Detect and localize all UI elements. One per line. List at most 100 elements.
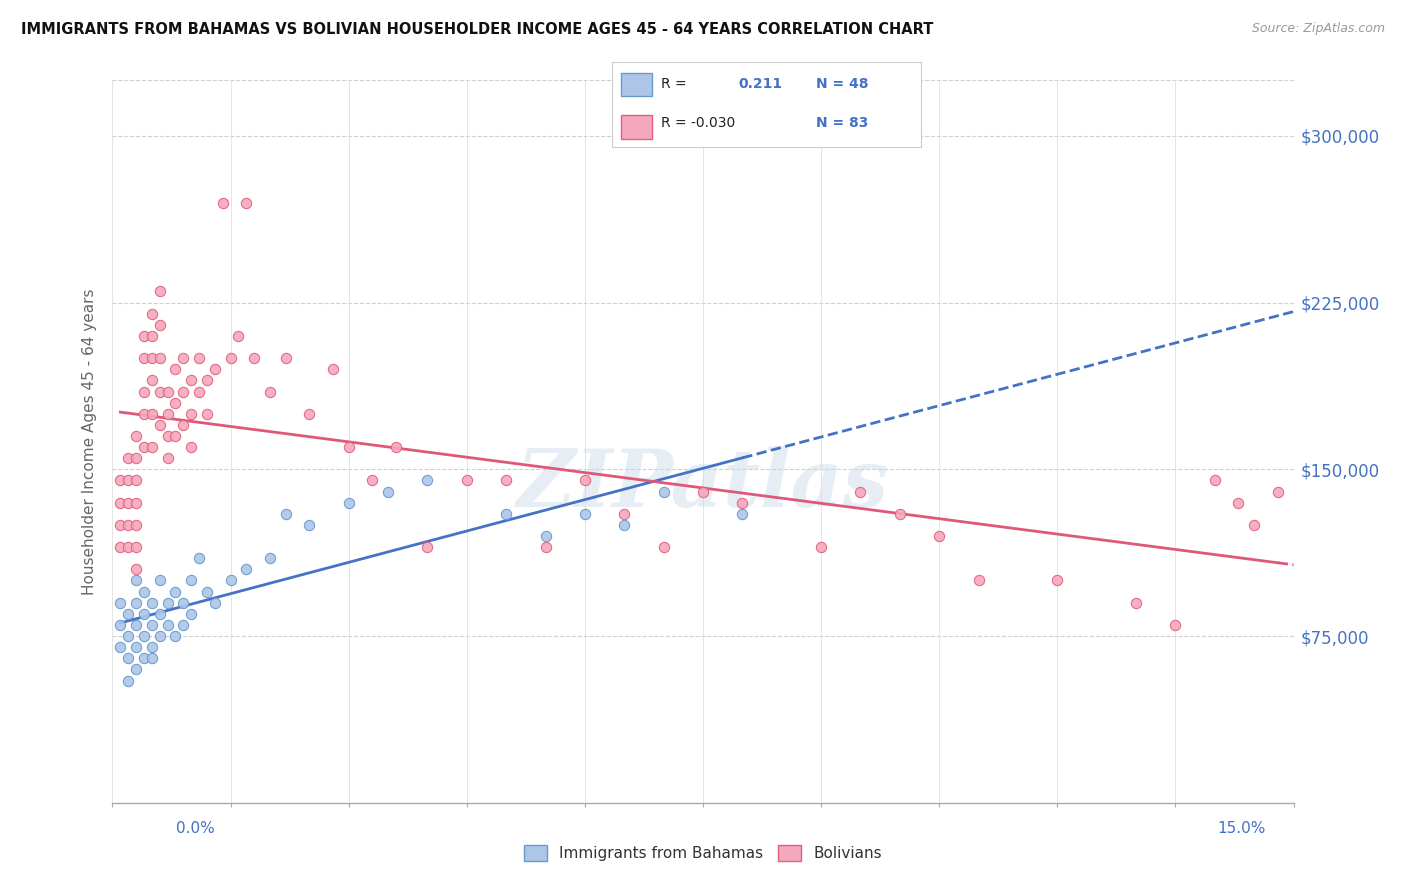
- Point: [141, 329, 163, 343]
- Point: [110, 596, 132, 610]
- Point: [180, 373, 202, 387]
- Point: [132, 584, 155, 599]
- Point: [385, 440, 408, 454]
- Point: [132, 351, 155, 366]
- Text: 0.0%: 0.0%: [176, 821, 215, 836]
- Point: [495, 507, 517, 521]
- Point: [235, 562, 257, 576]
- Point: [849, 484, 872, 499]
- Point: [125, 451, 148, 466]
- Point: [1243, 517, 1265, 532]
- Text: ZIPatlas: ZIPatlas: [517, 446, 889, 524]
- Point: [456, 474, 478, 488]
- Point: [125, 474, 148, 488]
- Point: [235, 195, 257, 210]
- Point: [141, 307, 163, 321]
- Point: [117, 607, 139, 621]
- Y-axis label: Householder Income Ages 45 - 64 years: Householder Income Ages 45 - 64 years: [82, 288, 97, 595]
- Point: [574, 474, 596, 488]
- Point: [180, 607, 202, 621]
- Point: [132, 329, 155, 343]
- Point: [298, 407, 321, 421]
- Point: [117, 629, 139, 643]
- Point: [117, 451, 139, 466]
- Point: [172, 351, 194, 366]
- Point: [377, 484, 399, 499]
- Point: [180, 407, 202, 421]
- Point: [165, 629, 187, 643]
- Point: [110, 640, 132, 655]
- Point: [141, 407, 163, 421]
- Point: [180, 440, 202, 454]
- Point: [156, 596, 179, 610]
- Point: [141, 651, 163, 665]
- Point: [156, 407, 179, 421]
- Point: [117, 474, 139, 488]
- Point: [141, 351, 163, 366]
- Point: [156, 451, 179, 466]
- Point: [928, 529, 950, 543]
- Point: [141, 440, 163, 454]
- Point: [810, 540, 832, 554]
- Point: [337, 496, 360, 510]
- Point: [613, 517, 636, 532]
- Legend: Immigrants from Bahamas, Bolivians: Immigrants from Bahamas, Bolivians: [517, 839, 889, 867]
- Point: [1267, 484, 1289, 499]
- Point: [534, 529, 557, 543]
- Point: [125, 540, 148, 554]
- Point: [149, 607, 172, 621]
- Point: [132, 407, 155, 421]
- Point: [219, 574, 242, 588]
- Point: [125, 429, 148, 443]
- Point: [259, 384, 281, 399]
- Point: [228, 329, 250, 343]
- Point: [149, 384, 172, 399]
- Point: [195, 584, 218, 599]
- Point: [495, 474, 517, 488]
- Point: [195, 407, 218, 421]
- Point: [889, 507, 911, 521]
- Point: [274, 507, 297, 521]
- Point: [132, 607, 155, 621]
- Point: [125, 574, 148, 588]
- Bar: [621, 72, 652, 96]
- Bar: [621, 115, 652, 139]
- Point: [149, 285, 172, 299]
- Point: [110, 496, 132, 510]
- Text: Source: ZipAtlas.com: Source: ZipAtlas.com: [1251, 22, 1385, 36]
- Point: [165, 429, 187, 443]
- Point: [361, 474, 384, 488]
- Text: IMMIGRANTS FROM BAHAMAS VS BOLIVIAN HOUSEHOLDER INCOME AGES 45 - 64 YEARS CORREL: IMMIGRANTS FROM BAHAMAS VS BOLIVIAN HOUS…: [21, 22, 934, 37]
- Point: [165, 395, 187, 409]
- Point: [1125, 596, 1147, 610]
- Point: [613, 507, 636, 521]
- Point: [149, 574, 172, 588]
- Point: [692, 484, 714, 499]
- Point: [125, 618, 148, 632]
- Point: [204, 362, 226, 376]
- Point: [1227, 496, 1250, 510]
- Point: [117, 540, 139, 554]
- Point: [110, 618, 132, 632]
- Point: [141, 596, 163, 610]
- Point: [125, 662, 148, 676]
- Point: [172, 618, 194, 632]
- Point: [337, 440, 360, 454]
- Point: [180, 574, 202, 588]
- Point: [416, 474, 439, 488]
- Point: [132, 440, 155, 454]
- Point: [731, 496, 754, 510]
- Point: [322, 362, 344, 376]
- Point: [110, 517, 132, 532]
- Point: [274, 351, 297, 366]
- Point: [132, 651, 155, 665]
- Point: [652, 484, 675, 499]
- Point: [652, 540, 675, 554]
- Text: 0.211: 0.211: [738, 78, 783, 92]
- Point: [219, 351, 242, 366]
- Point: [188, 551, 211, 566]
- Point: [1164, 618, 1187, 632]
- Point: [188, 351, 211, 366]
- Point: [967, 574, 990, 588]
- Point: [259, 551, 281, 566]
